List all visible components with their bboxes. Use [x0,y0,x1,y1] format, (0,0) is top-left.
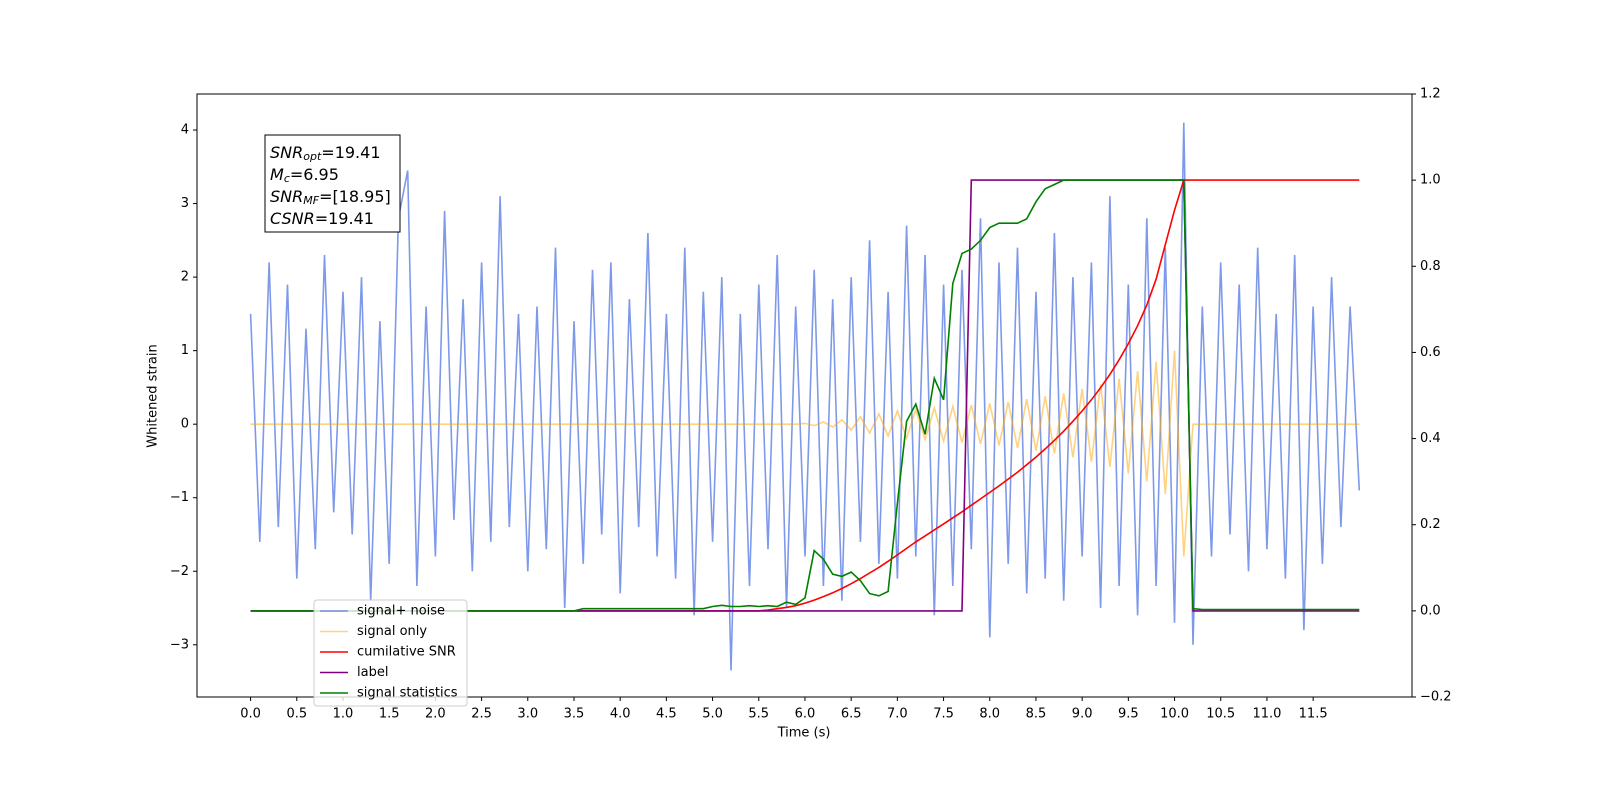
x-tick-label: 8.0 [979,707,1000,722]
y2-tick-label: 1.2 [1420,87,1441,102]
y-tick-label: 1 [181,343,189,358]
y2-tick-label: 0.4 [1420,431,1441,446]
annotation: CSNR=19.41 [270,209,374,228]
annotation-name: SNR [270,143,303,162]
x-axis-label: Time (s) [777,726,831,741]
x-tick-label: 10.0 [1160,707,1189,722]
legend-label: cumilative SNR [357,645,456,660]
annotation-sub: c [284,172,290,185]
series-line [249,122,1361,671]
x-tick-label: 3.5 [564,707,585,722]
x-tick-label: 10.5 [1206,707,1235,722]
x-tick-label: 3.0 [517,707,538,722]
x-tick-label: 4.0 [610,707,631,722]
x-tick-label: 7.0 [887,707,908,722]
annotation-value: =19.41 [321,143,380,162]
annotation-value: =[18.95] [319,187,391,206]
x-tick-label: 11.0 [1252,707,1281,722]
annotation-sub: MF [303,194,319,207]
y-tick-label: −2 [170,564,189,579]
legend-label: signal+ noise [357,604,445,619]
y-tick-label: 0 [181,417,189,432]
x-tick-label: 4.5 [656,707,677,722]
series-line [250,350,1360,557]
annotation: SNRopt=19.41 [270,143,381,164]
y-tick-label: 3 [181,196,189,211]
legend: signal+ noise signal only cumilative SNR la… [313,599,468,707]
y2-tick-label: −0.2 [1420,690,1452,705]
x-tick-label: 5.5 [748,707,769,722]
annotation-box: SNRopt=19.41Mc=6.95SNRMF=[18.95]CSNR=19.… [264,134,401,233]
x-tick-label: 9.0 [1072,707,1093,722]
legend-frame [313,599,468,707]
legend-label: signal only [357,624,427,639]
x-tick-label: 8.5 [1026,707,1047,722]
y2-tick-label: 0.0 [1420,603,1441,618]
y-tick-label: −3 [170,637,189,652]
annotation-name: M [270,165,284,184]
x-tick-label: 5.0 [702,707,723,722]
x-tick-label: 7.5 [933,707,954,722]
annotation: SNRMF=[18.95] [270,187,391,208]
x-tick-label: 6.0 [795,707,816,722]
legend-label: signal statistics [357,686,458,701]
x-tick-label: 2.5 [471,707,492,722]
y-tick-label: 4 [181,123,189,138]
y2-tick-label: 0.6 [1420,345,1441,360]
x-tick-label: 9.5 [1118,707,1139,722]
annotation-frame [264,134,401,233]
annotation-sub: opt [303,150,322,163]
x-tick-label: 1.5 [379,707,400,722]
y2-tick-label: 0.8 [1420,259,1441,274]
annotation-value: =6.95 [290,165,339,184]
x-tick-label: 1.0 [333,707,354,722]
annotation-name: SNR [270,187,303,206]
x-tick-label: 2.0 [425,707,446,722]
annotation-value: =19.41 [315,209,374,228]
legend-label: label [357,665,388,680]
y-axis-label: Whitened strain [146,344,161,447]
y-tick-label: 2 [181,270,189,285]
x-tick-label: 11.5 [1299,707,1328,722]
x-tick-label: 6.5 [841,707,862,722]
x-tick-label: 0.5 [286,707,307,722]
y2-tick-label: 1.0 [1420,173,1441,188]
x-tick-label: 0.0 [240,707,261,722]
y-tick-label: −1 [170,490,189,505]
annotation: Mc=6.95 [270,165,339,186]
y2-tick-label: 0.2 [1420,517,1441,532]
annotation-name: CSNR [270,209,315,228]
